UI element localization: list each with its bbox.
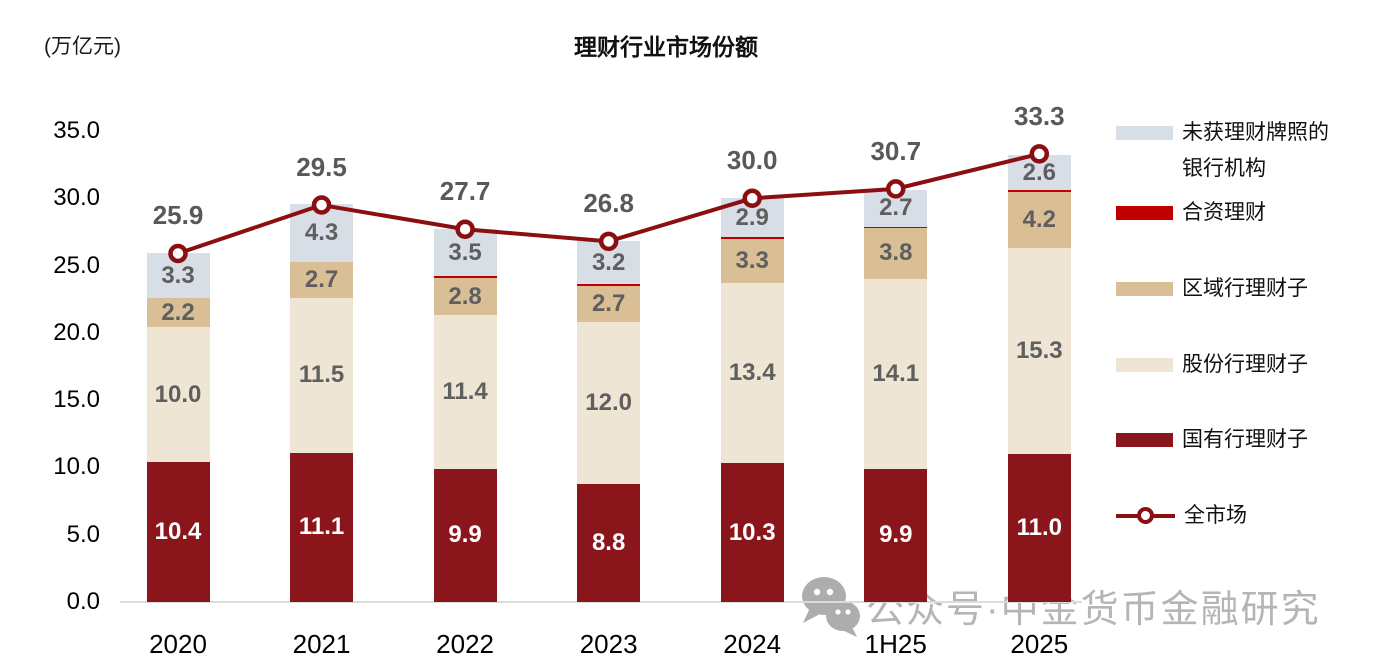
x-tick-label: 2025: [1010, 629, 1069, 659]
legend-label: 国有行理财子: [1182, 428, 1308, 451]
bar-segment-label: 11.5: [298, 361, 345, 389]
y-tick-label: 10.0: [53, 453, 100, 481]
bar-segment-label: 4.2: [1022, 205, 1056, 233]
legend-item: 区域行理财子: [1116, 271, 1344, 307]
bar-segment-label: 4.3: [304, 218, 339, 246]
bar-segment-label: 8.8: [591, 528, 626, 556]
x-axis-line: [120, 601, 1082, 603]
bar-segment: [577, 322, 641, 484]
bar-segment-label: 3.8: [879, 239, 913, 267]
bar-segment-label: 3.3: [735, 246, 769, 274]
x-tick-label: 2020: [149, 629, 207, 659]
bar-segment-label: 10.4: [154, 518, 202, 546]
total-value-label: 33.3: [1013, 100, 1065, 131]
bar-segment: [864, 226, 928, 228]
legend-item: 股份行理财子: [1116, 347, 1344, 383]
legend-item: 未获理财牌照的银行机构: [1116, 115, 1344, 187]
wechat-icon: [802, 577, 860, 637]
legend-swatch: [1116, 358, 1173, 372]
bar-segment: [433, 468, 497, 602]
bar-segment-label: 11.0: [1016, 513, 1062, 541]
bar-segment-label: 2.9: [735, 203, 769, 231]
bar-segment: [1007, 248, 1071, 454]
legend-swatch: [1116, 433, 1173, 447]
y-tick-label: 0.0: [66, 588, 100, 615]
y-tick-label: 30.0: [53, 184, 100, 212]
bar-segment-label: 3.5: [448, 238, 482, 266]
bar-segment-label: 9.9: [448, 521, 482, 549]
bar-segment-label: 3.3: [161, 261, 195, 289]
total-value-label: 25.9: [152, 200, 204, 231]
total-value-label: 30.7: [870, 135, 922, 166]
bar-segment-label: 11.1: [298, 513, 345, 541]
bar-segment-label: 2.7: [304, 265, 339, 293]
bar-segment: [433, 276, 497, 278]
y-tick-label: 5.0: [66, 520, 100, 548]
bar-segment-label: 3.2: [591, 248, 626, 276]
watermark-text: 公众号·中金货币金融研究: [866, 589, 1321, 631]
bar-segment-label: 10.0: [154, 380, 202, 408]
bar-segment: [720, 283, 784, 464]
legend-label: 全市场: [1184, 504, 1247, 527]
legend-item: 国有行理财子: [1116, 422, 1344, 458]
bar-segment-label: 11.4: [442, 378, 488, 406]
legend-label: 区域行理财子: [1182, 277, 1308, 300]
y-tick-label: 35.0: [53, 117, 100, 144]
bar-segment-label: 15.3: [1015, 337, 1063, 365]
bar-segment-label: 2.7: [879, 194, 913, 222]
bar-segment-label: 10.3: [728, 518, 776, 546]
bar-segment: [433, 315, 497, 469]
x-tick-label: 1H25: [864, 629, 927, 659]
bar-segment-label: 12.0: [585, 388, 632, 416]
legend-item: 全市场: [1116, 498, 1346, 534]
bar-segment: [146, 462, 210, 602]
legend-label: 合资理财: [1182, 201, 1266, 224]
legend-swatch: [1116, 126, 1173, 140]
bar-segment-label: 2.7: [591, 289, 626, 317]
bar-segment: [146, 327, 210, 463]
chart-title: 理财行业市场份额: [574, 34, 758, 60]
bar-segment-label: 2.6: [1022, 158, 1056, 186]
y-tick-label: 15.0: [53, 386, 100, 414]
bar-segment: [864, 468, 928, 602]
legend-label: 股份行理财子: [1182, 353, 1308, 376]
bar-segment: [720, 237, 784, 239]
bar-segment: [146, 297, 210, 328]
bar-segment: [577, 483, 641, 602]
bar-segment-label: 2.8: [448, 282, 482, 310]
bar-segment-label: 13.4: [728, 359, 776, 387]
y-tick-label: 20.0: [53, 318, 100, 346]
x-tick-label: 2022: [436, 629, 495, 659]
bar-segment: [577, 284, 641, 286]
bar-segment: [577, 285, 641, 323]
legend-item: 合资理财: [1116, 195, 1344, 231]
x-tick-label: 2024: [723, 629, 782, 659]
watermark: 公众号·中金货币金融研究: [796, 573, 1321, 638]
x-tick-label: 2021: [292, 629, 351, 659]
bar-segment: [290, 297, 354, 453]
bar-segment: [433, 277, 497, 316]
legend-swatch: [1116, 282, 1173, 296]
bar-segment: [720, 463, 784, 602]
legend-marker: [1137, 507, 1154, 524]
legend-label: 未获理财牌照的银行机构: [1182, 121, 1329, 180]
total-value-label: 27.7: [439, 176, 491, 207]
legend-swatch: [1116, 206, 1173, 220]
bar-segment: [864, 279, 928, 469]
y-axis-unit-label: (万亿元): [44, 35, 121, 58]
bar-segment: [290, 452, 354, 602]
y-tick-label: 25.0: [53, 251, 100, 279]
total-value-label: 29.5: [296, 152, 347, 183]
bar-segment-label: 14.1: [872, 359, 920, 387]
x-tick-label: 2023: [579, 629, 638, 659]
bar-segment-label: 2.2: [161, 298, 195, 326]
total-value-label: 30.0: [726, 145, 778, 176]
legend-line-marker-icon: [1116, 498, 1175, 534]
bar-segment: [1007, 190, 1071, 192]
bar-segment: [290, 261, 354, 298]
bar-segment-label: 9.9: [879, 521, 913, 549]
total-value-label: 26.8: [583, 188, 634, 219]
bar-segment: [1007, 453, 1071, 602]
